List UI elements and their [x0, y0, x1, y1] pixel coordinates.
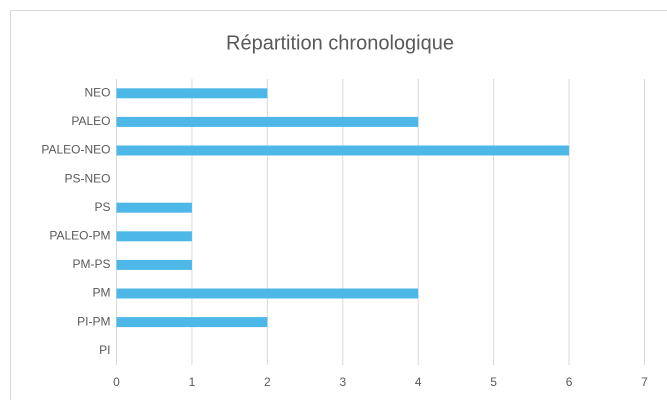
x-tick-label: 2	[264, 375, 271, 389]
y-tick-label: PALEO-NEO	[41, 143, 110, 157]
x-tick-label: 5	[490, 375, 497, 389]
y-tick-label: PALEO-PM	[49, 228, 110, 242]
x-tick-label: 1	[189, 375, 196, 389]
bar	[116, 116, 419, 127]
x-tick-label: 7	[641, 375, 648, 389]
y-tick-label: PALEO	[71, 114, 110, 128]
y-tick-label: NEO	[84, 85, 110, 99]
bar	[116, 231, 192, 242]
bar	[116, 288, 419, 299]
y-tick-label: PM	[93, 286, 111, 300]
x-tick-label: 3	[339, 375, 346, 389]
y-tick-label: PI	[99, 343, 110, 357]
x-tick-label: 0	[113, 375, 120, 389]
bar	[116, 88, 268, 99]
bar	[116, 259, 192, 270]
bar	[116, 145, 570, 156]
bar	[116, 317, 268, 328]
chart-title: Répartition chronologique	[226, 32, 454, 54]
x-tick-label: 4	[415, 375, 422, 389]
y-tick-label: PS-NEO	[64, 171, 110, 185]
x-tick-label: 6	[566, 375, 573, 389]
y-tick-label: PS	[94, 200, 110, 214]
bar	[116, 202, 192, 213]
y-tick-label: PM-PS	[72, 257, 110, 271]
y-tick-label: PI-PM	[77, 314, 110, 328]
